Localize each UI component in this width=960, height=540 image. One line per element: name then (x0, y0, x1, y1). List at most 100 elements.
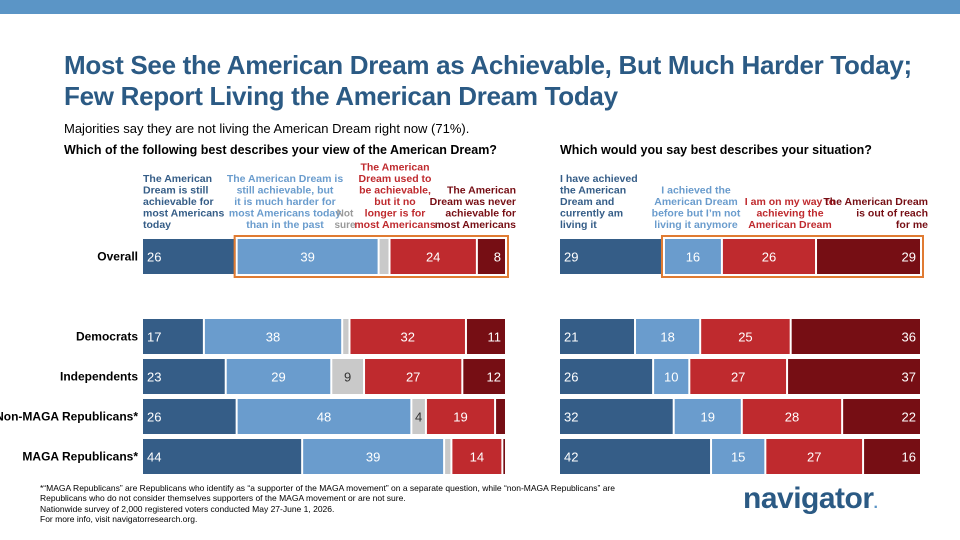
bar-value-label: 8 (494, 250, 501, 265)
top-accent-bar (0, 0, 960, 14)
legend-label: before but I’m not (652, 208, 741, 220)
bar-value-label: 29 (564, 250, 578, 265)
legend-label: The American Dream (823, 196, 928, 208)
bar-segment (817, 239, 920, 274)
legend-label: most Americans (143, 208, 224, 220)
bar-value-label: 42 (564, 450, 578, 465)
legend-label: be achievable, (359, 185, 431, 197)
legend-label: for me (896, 219, 928, 231)
bar-value-label: 39 (300, 250, 314, 265)
legend-label: still achievable, but (237, 185, 334, 197)
legend-label: most Americans today (229, 208, 341, 220)
bar-segment (690, 359, 787, 394)
legend-label: the American (560, 185, 626, 197)
legend-label: I have achieved (560, 173, 638, 185)
logo-text: navigator (743, 482, 874, 515)
bar-value-label: 23 (147, 370, 161, 385)
bar-segment (237, 399, 411, 434)
bar-value-label: 4 (415, 410, 422, 425)
category-label: Independents (60, 370, 138, 384)
bar-value-label: 11 (488, 330, 502, 345)
legend-label: living it (560, 219, 597, 231)
bar-segment (204, 319, 342, 354)
bar-segment (143, 239, 236, 274)
bar-value-label: 32 (564, 410, 578, 425)
legend-label: is out of reach (856, 208, 928, 220)
question-right: Which would you say best describes your … (560, 143, 872, 157)
highlight-box (233, 235, 509, 278)
logo-dot: . (873, 495, 878, 512)
legend-label: but it no (374, 196, 415, 208)
bar-value-label: 39 (366, 450, 380, 465)
bar-segment (654, 359, 689, 394)
legend-label: Dream used to (359, 173, 432, 185)
footnote: *“MAGA Republicans” are Republicans who … (40, 483, 720, 525)
bar-segment (788, 359, 920, 394)
category-label: MAGA Republicans* (22, 450, 138, 464)
bar-value-label: 37 (902, 370, 916, 385)
bar-segment (445, 439, 451, 474)
bar-segment (766, 439, 863, 474)
bar-value-label: 27 (807, 450, 821, 465)
bar-segment (143, 319, 203, 354)
footnote-line: *“MAGA Republicans” are Republicans who … (40, 483, 615, 493)
bar-segment (350, 319, 465, 354)
bar-value-label: 16 (902, 450, 916, 465)
bar-segment (560, 439, 711, 474)
bar-value-label: 27 (406, 370, 420, 385)
bar-value-label: 25 (738, 330, 752, 345)
legend-label: achievable for (143, 196, 214, 208)
legend-label: most Americans (435, 219, 516, 231)
bar-value-label: 38 (266, 330, 280, 345)
bar-segment (412, 399, 425, 434)
bar-segment (226, 359, 331, 394)
bar-value-label: 12 (487, 370, 501, 385)
bar-value-label: 48 (317, 410, 331, 425)
bar-segment (664, 239, 721, 274)
legend-label: Dream and (560, 196, 614, 208)
bar-value-label: 29 (902, 250, 916, 265)
highlight-box (660, 235, 924, 278)
page-title: Most See the American Dream as Achievabl… (64, 50, 912, 111)
legend-label: I am on my way to (745, 196, 835, 208)
bar-segment (365, 359, 462, 394)
bar-value-label: 26 (147, 250, 161, 265)
bar-segment (742, 399, 842, 434)
bar-value-label: 29 (271, 370, 285, 385)
legend-label: Dream is still (143, 185, 208, 197)
legend-label: American Dream (654, 196, 737, 208)
bar-segment (237, 239, 378, 274)
bar-value-label: 26 (147, 410, 161, 425)
bar-segment (452, 439, 502, 474)
bar-segment (496, 399, 505, 434)
category-label: Democrats (76, 330, 138, 344)
bar-value-label: 32 (400, 330, 414, 345)
footnote-line: Nationwide survey of 2,000 registered vo… (40, 503, 335, 514)
bar-segment (466, 319, 505, 354)
bar-segment (636, 319, 700, 354)
bar-segment (843, 399, 920, 434)
category-label: Overall (97, 250, 138, 264)
legend-label: I achieved the (661, 185, 731, 197)
bar-segment (390, 239, 476, 274)
legend-label: Dream was never (430, 196, 516, 208)
bar-segment (143, 439, 302, 474)
bar-value-label: 9 (344, 370, 351, 385)
legend-label: most Americans (354, 219, 435, 231)
bar-segment (143, 399, 236, 434)
category-label: Non-MAGA Republicans* (0, 410, 138, 424)
bar-segment (712, 439, 765, 474)
bar-value-label: 22 (902, 410, 916, 425)
bar-value-label: 19 (453, 410, 467, 425)
bar-value-label: 27 (731, 370, 745, 385)
bar-value-label: 44 (147, 450, 161, 465)
navigator-logo: navigator. (743, 482, 878, 516)
bar-value-label: 15 (731, 450, 745, 465)
bar-segment (426, 399, 495, 434)
bar-segment (503, 439, 505, 474)
legend-label: currently am (560, 208, 623, 220)
bar-segment (560, 399, 673, 434)
bar-segment (332, 359, 364, 394)
bar-segment (560, 359, 653, 394)
